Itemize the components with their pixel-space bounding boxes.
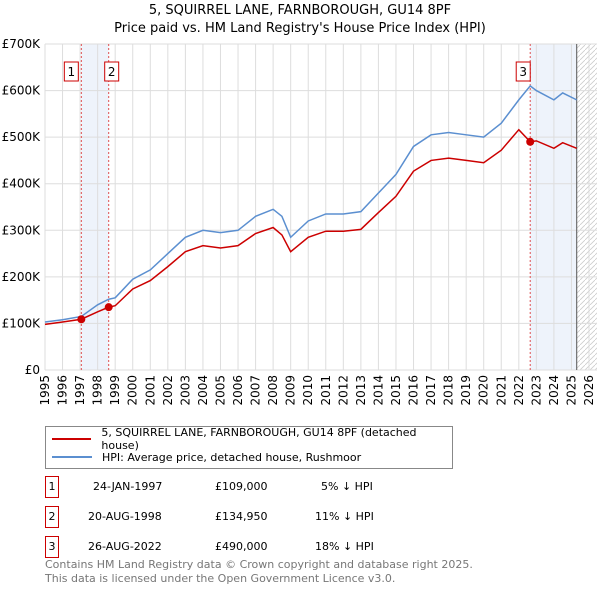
x-tick-label: 2024	[547, 375, 561, 406]
x-tick-label: 2012	[336, 375, 350, 406]
legend-item-hpi: HPI: Average price, detached house, Rush…	[52, 449, 361, 465]
x-tick-label: 1999	[108, 375, 122, 406]
transaction-row: 3 26-AUG-2022 £490,000 18% ↓ HPI	[45, 536, 445, 558]
sale-label-box	[104, 61, 120, 82]
x-tick-label: 2010	[301, 375, 315, 406]
transaction-date: 26-AUG-2022	[88, 540, 162, 553]
transaction-date: 24-JAN-1997	[93, 480, 163, 493]
y-tick-label: £100K	[2, 316, 42, 330]
x-tick-label: 1998	[91, 375, 105, 406]
transaction-delta: 18% ↓ HPI	[315, 540, 374, 553]
sale-label-box	[63, 61, 79, 82]
sale-point	[526, 137, 535, 146]
x-tick-label: 2013	[354, 375, 368, 406]
x-tick-label: 2015	[389, 375, 403, 406]
x-tick-label: 2003	[178, 375, 192, 406]
transaction-price: £109,000	[215, 480, 268, 493]
legend-swatch	[52, 438, 92, 440]
transaction-price: £490,000	[215, 540, 268, 553]
transaction-row: 2 20-AUG-1998 £134,950 11% ↓ HPI	[45, 506, 445, 528]
x-tick-label: 1997	[73, 375, 87, 406]
x-tick-label: 2005	[213, 375, 227, 406]
legend-item-property: 5, SQUIRREL LANE, FARNBOROUGH, GU14 8PF …	[52, 426, 452, 452]
x-tick-label: 2025	[564, 375, 578, 406]
footer: Contains HM Land Registry data © Crown c…	[45, 558, 473, 586]
transaction-marker: 3	[45, 536, 59, 558]
x-tick-label: 2026	[582, 375, 596, 406]
sale-label: 1	[68, 65, 76, 79]
x-tick-label: 2021	[494, 375, 508, 406]
chart-title: 5, SQUIRREL LANE, FARNBOROUGH, GU14 8PF	[148, 3, 452, 18]
x-tick-label: 2007	[249, 375, 263, 406]
legend-label: HPI: Average price, detached house, Rush…	[102, 450, 362, 464]
y-tick-label: £500K	[2, 130, 42, 144]
transaction-marker: 2	[45, 506, 59, 528]
transaction-delta: 11% ↓ HPI	[315, 510, 374, 523]
x-tick-label: 2023	[529, 375, 543, 406]
x-tick-label: 2016	[407, 375, 421, 406]
y-tick-label: £300K	[2, 223, 42, 237]
chart-subtitle: Price paid vs. HM Land Registry's House …	[114, 21, 486, 36]
transaction-delta: 5% ↓ HPI	[321, 480, 373, 493]
sale-label: 2	[108, 65, 116, 79]
future-hatch	[576, 44, 597, 370]
sale-label: 3	[519, 65, 527, 79]
transaction-row: 1 24-JAN-1997 £109,000 5% ↓ HPI	[45, 476, 445, 498]
shaded-period	[81, 44, 109, 370]
x-tick-label: 2009	[284, 375, 298, 406]
y-tick-label: £400K	[2, 177, 42, 191]
x-tick-label: 2001	[143, 375, 157, 406]
sale-label-box	[515, 61, 531, 82]
x-tick-label: 1996	[56, 375, 70, 406]
y-tick-label: £700K	[2, 37, 42, 51]
sale-point	[77, 315, 86, 324]
y-tick-label: £0	[25, 363, 40, 377]
legend-label: 5, SQUIRREL LANE, FARNBOROUGH, GU14 8PF …	[101, 426, 417, 452]
sale-point	[104, 303, 113, 312]
legend-swatch	[52, 456, 92, 458]
x-tick-label: 2017	[424, 375, 438, 406]
x-tick-label: 2022	[512, 375, 526, 406]
hpi-line	[44, 84, 578, 323]
x-tick-label: 2019	[459, 375, 473, 406]
y-tick-label: £200K	[2, 270, 42, 284]
transaction-marker: 1	[45, 476, 59, 498]
x-tick-label: 2008	[266, 375, 280, 406]
transaction-date: 20-AUG-1998	[88, 510, 162, 523]
transaction-price: £134,950	[215, 510, 268, 523]
price-chart: 1995 1996 1997 1998 1999 2000 2001 2002 2003 2004…	[2, 37, 597, 406]
y-tick-label: £600K	[2, 84, 42, 98]
legend: 5, SQUIRREL LANE, FARNBOROUGH, GU14 8PF …	[45, 426, 453, 469]
x-tick-label: 2014	[371, 375, 385, 406]
x-tick-label: 2004	[196, 375, 210, 406]
x-tick-label: 2018	[442, 375, 456, 406]
footer-line: This data is licensed under the Open Gov…	[45, 572, 396, 585]
x-tick-label: 2000	[126, 375, 140, 406]
x-tick-label: 2006	[231, 375, 245, 406]
x-tick-label: 2002	[161, 375, 175, 406]
x-tick-label: 2020	[477, 375, 491, 406]
property-price-line	[44, 128, 577, 326]
x-tick-label: 2011	[319, 375, 333, 406]
x-tick-label: 1995	[38, 375, 52, 406]
footer-line: Contains HM Land Registry data © Crown c…	[45, 558, 473, 571]
